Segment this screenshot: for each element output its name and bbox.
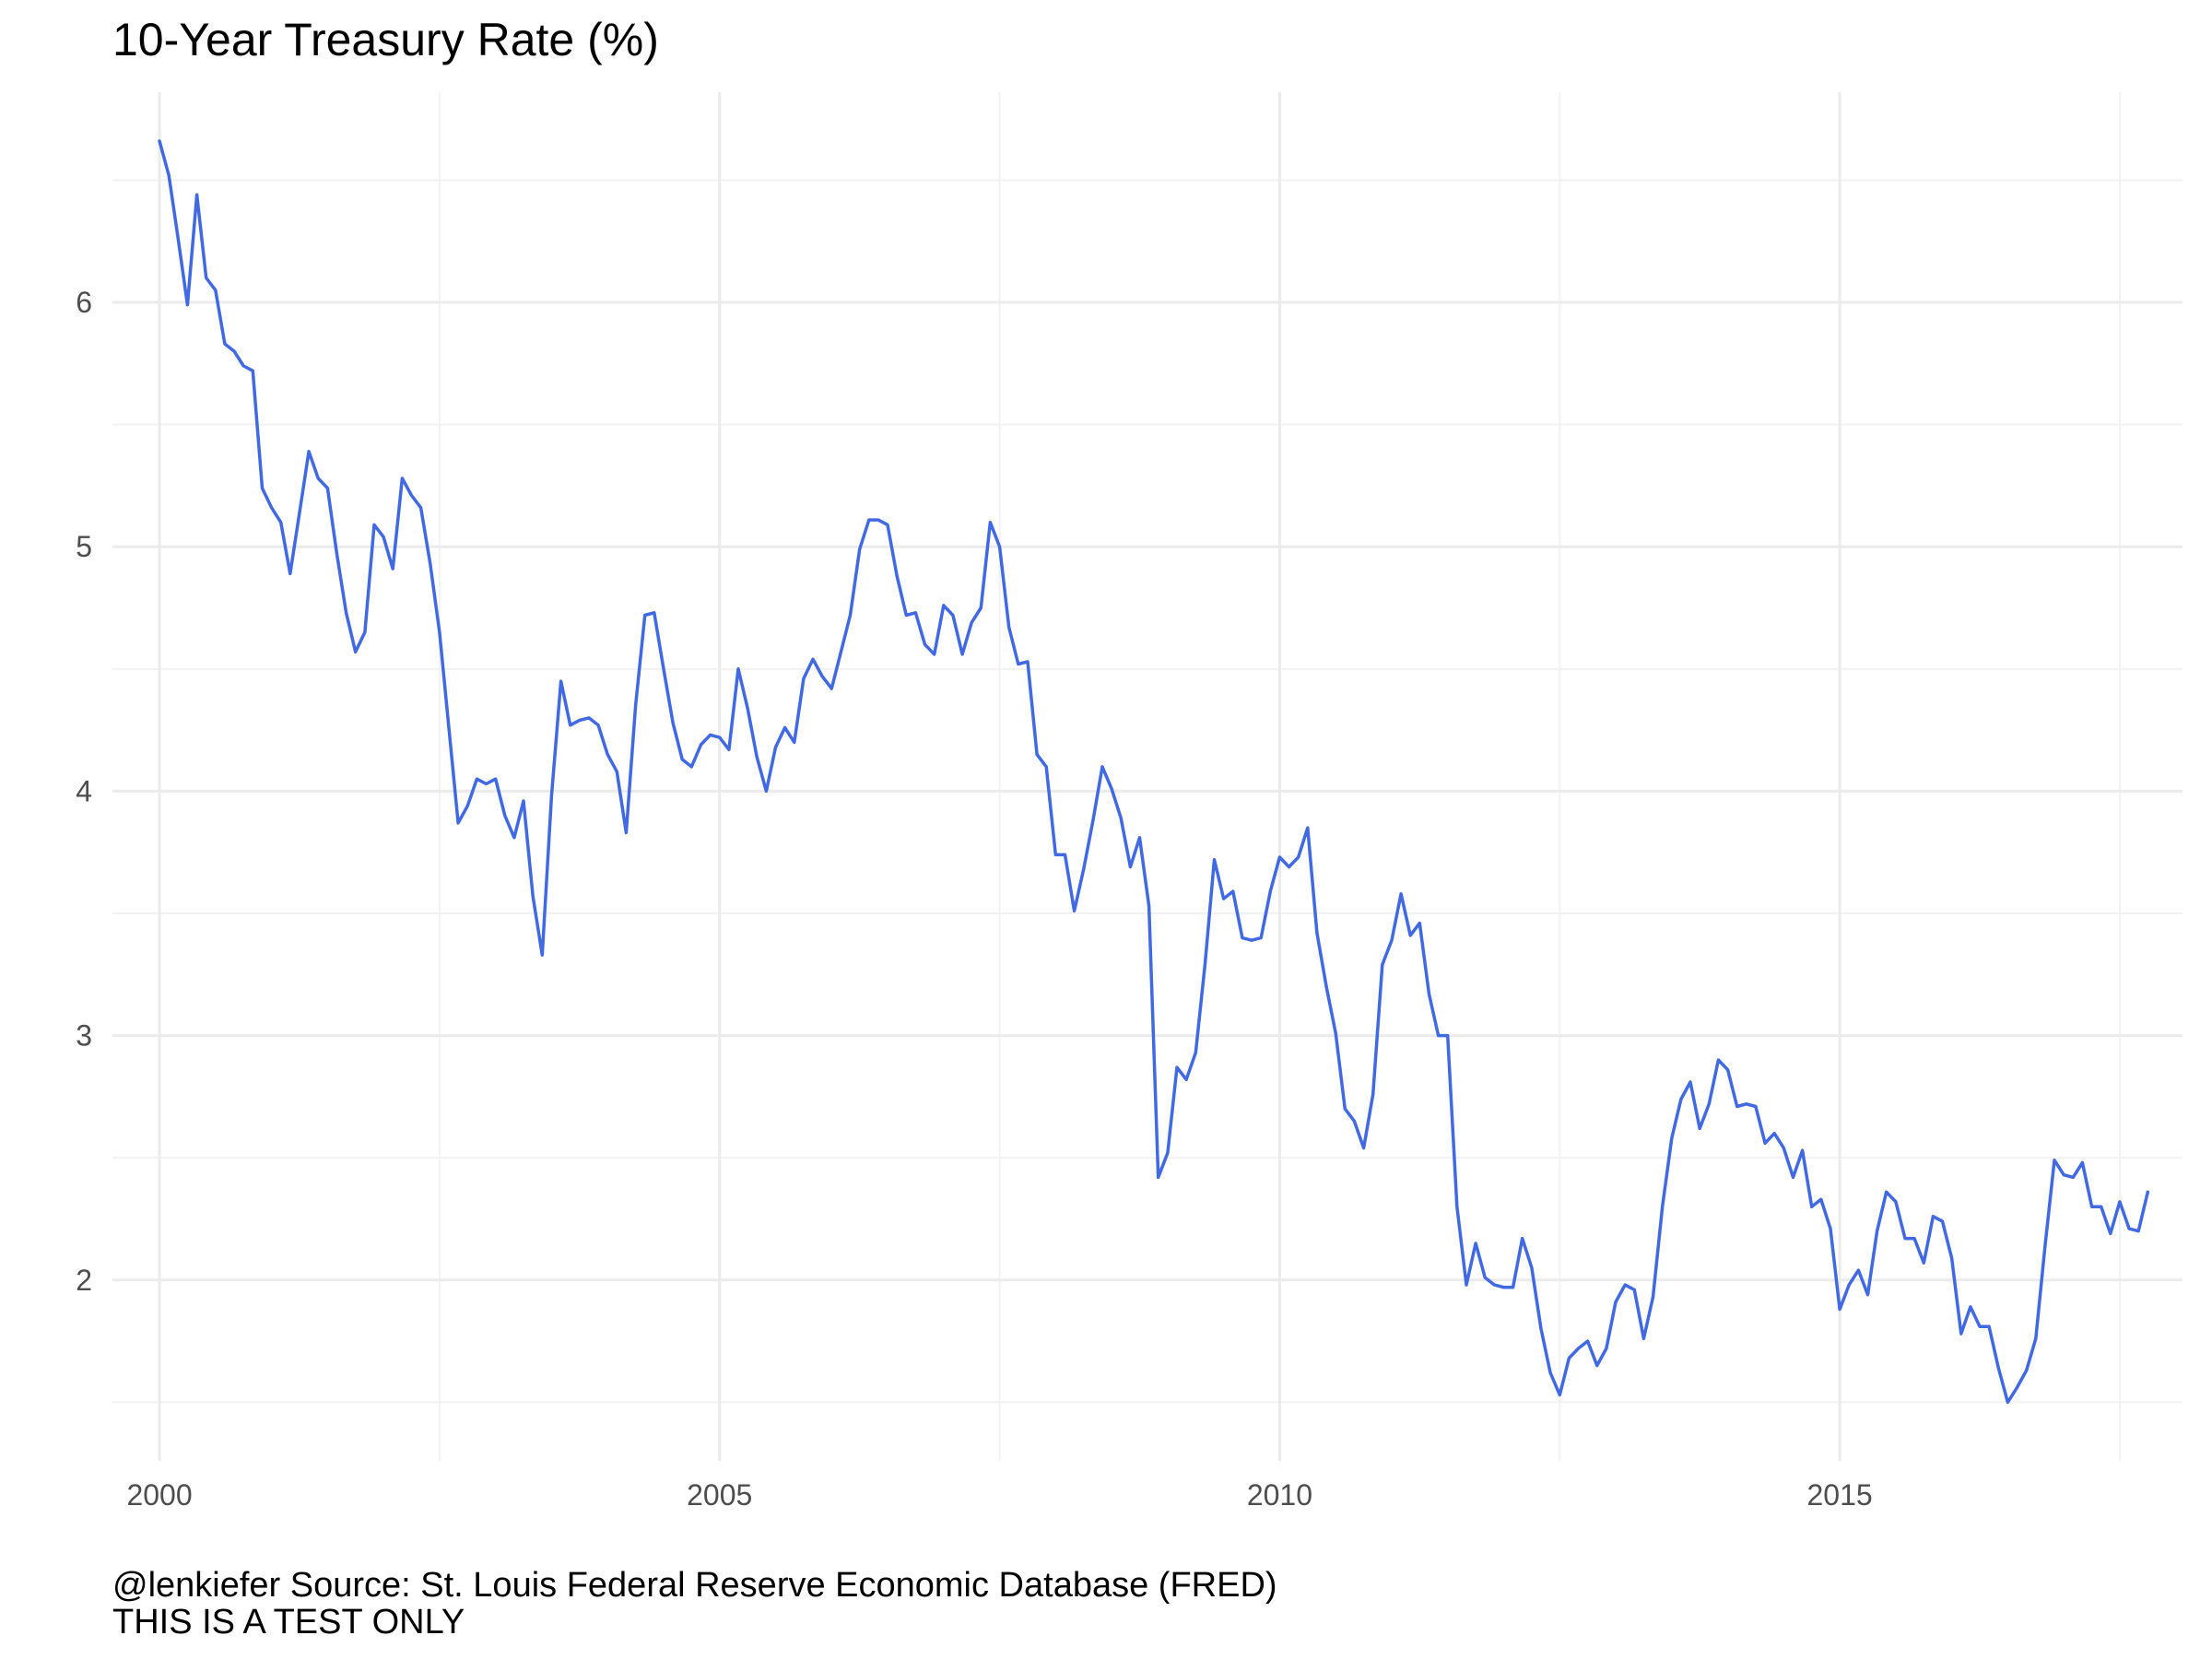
- series-layer: [158, 139, 2150, 1405]
- x-tick-label: 2015: [1807, 1478, 1873, 1512]
- chart-title: 10-Year Treasury Rate (%): [112, 14, 659, 65]
- y-tick-label: 3: [76, 1019, 92, 1053]
- series-line: [158, 139, 2150, 1405]
- caption-note: THIS IS A TEST ONLY: [112, 1603, 465, 1641]
- minor-gridlines: [112, 92, 2183, 1461]
- y-tick-label: 2: [76, 1264, 92, 1297]
- x-tick-label: 2000: [126, 1478, 192, 1512]
- y-tick-label: 5: [76, 530, 92, 563]
- axis-tick-labels: 2000 2005 2010 2015 2 3 4 5 6: [76, 286, 1872, 1512]
- y-tick-label: 6: [76, 286, 92, 319]
- x-tick-label: 2010: [1247, 1478, 1312, 1512]
- caption-source: @lenkiefer Source: St. Louis Federal Res…: [112, 1566, 1277, 1605]
- chart-caption: @lenkiefer Source: St. Louis Federal Res…: [112, 1567, 1277, 1641]
- y-tick-label: 4: [76, 774, 92, 807]
- major-gridlines: [112, 92, 2183, 1461]
- x-tick-label: 2005: [687, 1478, 752, 1512]
